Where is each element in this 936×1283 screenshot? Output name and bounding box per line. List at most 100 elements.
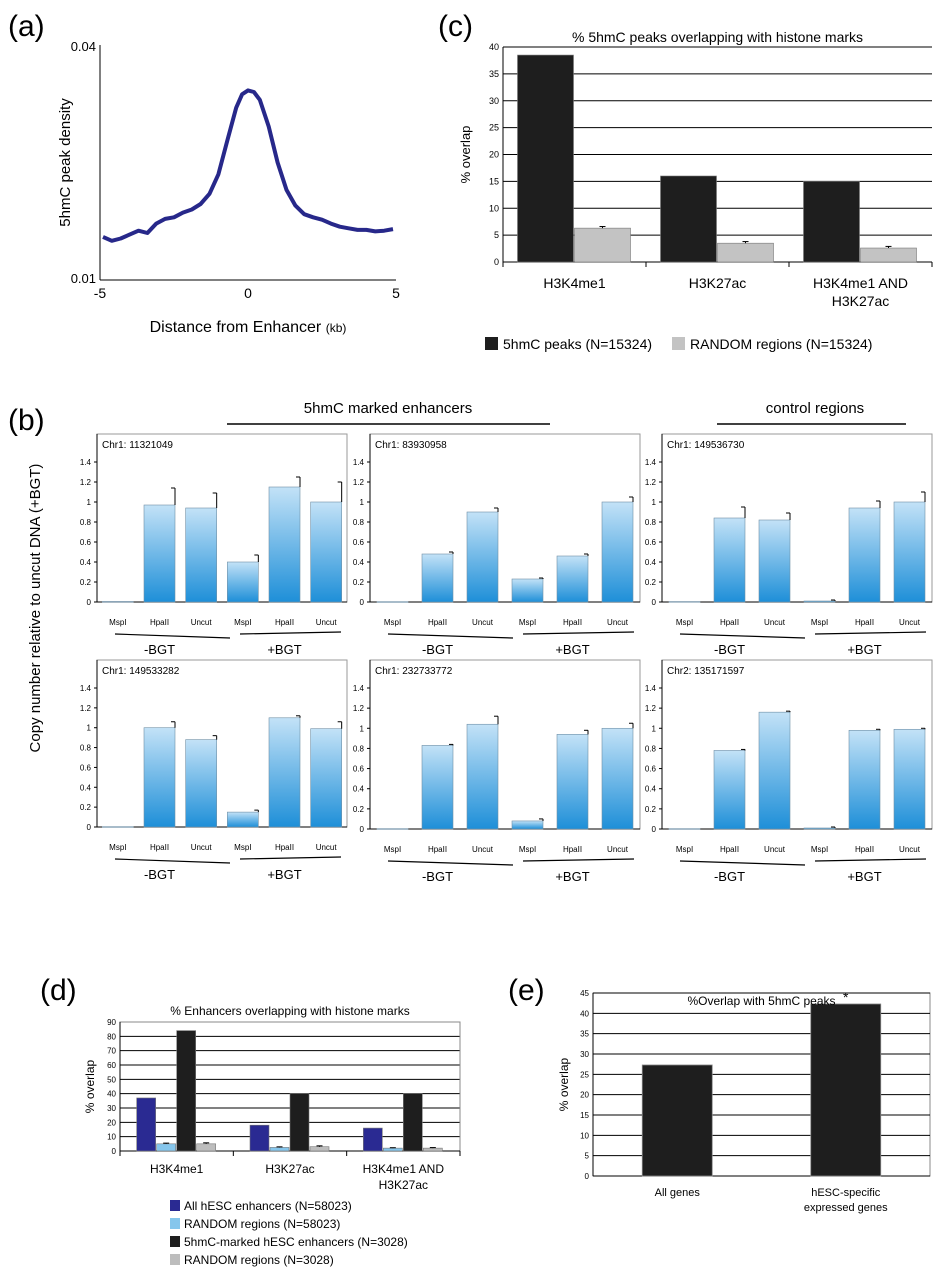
d-y-tick-label: 30 bbox=[107, 1104, 116, 1113]
b-bar bbox=[511, 820, 544, 830]
d-y-tick-label: 20 bbox=[107, 1118, 116, 1127]
panel-e-bar-chart: 0 5 10 15 20 25 30 35 40 45 All genes hESC-specific… bbox=[557, 989, 931, 1214]
e-bar bbox=[810, 1003, 882, 1177]
b-condition-underline bbox=[522, 631, 635, 635]
b-y-tick-label: 1 bbox=[87, 498, 92, 507]
c-y-tick-label: 25 bbox=[489, 123, 499, 133]
panel-b-qpcr-charts: 5hmC marked enhancers control regions Copy… bbox=[27, 400, 933, 884]
b-chart-title: Chr1: 11321049 bbox=[102, 440, 173, 451]
b-bar bbox=[376, 601, 409, 603]
c-legend-swatch bbox=[485, 337, 498, 350]
b-category-label: Uncut bbox=[764, 845, 786, 854]
d-category-label: H3K27ac bbox=[379, 1178, 428, 1192]
b-y-tick-label: 1 bbox=[652, 724, 657, 733]
e-y-tick-label: 10 bbox=[580, 1131, 589, 1140]
c-bar bbox=[660, 175, 717, 263]
b-y-tick-label: 1.4 bbox=[80, 458, 92, 467]
panel-e-letter: (e) bbox=[508, 974, 545, 1007]
b-condition-label: +BGT bbox=[847, 642, 881, 657]
b-y-tick-label: 0.8 bbox=[645, 518, 657, 527]
d-legend-label: RANDOM regions (N=3028) bbox=[184, 1253, 334, 1267]
e-y-tick-label: 5 bbox=[585, 1152, 590, 1161]
c-category-label: H3K4me1 AND bbox=[813, 275, 908, 291]
b-y-tick-label: 1.2 bbox=[80, 704, 92, 713]
b-y-tick-label: 0.4 bbox=[645, 558, 657, 567]
c-bar bbox=[517, 54, 574, 263]
b-y-tick-label: 1 bbox=[360, 498, 365, 507]
c-y-tick-label: 20 bbox=[489, 150, 499, 160]
b-bar bbox=[758, 519, 791, 603]
b-y-tick-label: 0.4 bbox=[353, 785, 365, 794]
b-y-tick-label: 0.2 bbox=[353, 578, 365, 587]
e-y-tick-label: 30 bbox=[580, 1050, 589, 1059]
b-bar bbox=[758, 711, 791, 830]
b-condition-label: +BGT bbox=[555, 869, 589, 884]
panel-b-letter: (b) bbox=[8, 404, 45, 437]
b-y-tick-label: 1 bbox=[360, 724, 365, 733]
d-bar bbox=[136, 1097, 156, 1152]
d-y-tick-label: 0 bbox=[112, 1147, 117, 1156]
b-y-tick-label: 1 bbox=[87, 724, 92, 733]
a-y-axis-label: 5hmC peak density bbox=[57, 98, 74, 227]
b-y-tick-label: 0.6 bbox=[353, 538, 365, 547]
d-legend-label: All hESC enhancers (N=58023) bbox=[184, 1199, 352, 1213]
b-bar bbox=[376, 828, 409, 830]
b-bar bbox=[185, 507, 217, 603]
c-category-label: H3K27ac bbox=[689, 275, 747, 291]
b-y-tick-label: 1.2 bbox=[353, 478, 365, 487]
b-chart-frame bbox=[369, 433, 641, 603]
d-legend-label: RANDOM regions (N=58023) bbox=[184, 1217, 340, 1231]
b-category-label: Uncut bbox=[316, 618, 338, 627]
b-chart-title: Chr1: 232733772 bbox=[375, 666, 453, 677]
b-y-tick-label: 0.2 bbox=[80, 578, 92, 587]
c-y-tick-label: 40 bbox=[489, 42, 499, 52]
b-y-axis-label: Copy number relative to uncut DNA (+BGT) bbox=[27, 464, 44, 753]
b-y-tick-label: 0.4 bbox=[353, 558, 365, 567]
a-x-axis-label: Distance from Enhancer (kb) bbox=[150, 319, 347, 336]
c-legend-swatch bbox=[672, 337, 685, 350]
b-condition-underline bbox=[522, 858, 635, 862]
b-category-label: HpaII bbox=[720, 845, 739, 854]
d-y-tick-label: 90 bbox=[107, 1018, 116, 1027]
b-category-label: MspI bbox=[109, 843, 126, 852]
b-condition-label: +BGT bbox=[267, 642, 301, 657]
d-bar bbox=[363, 1127, 383, 1152]
b-category-label: HpaII bbox=[150, 618, 169, 627]
c-bar bbox=[717, 242, 774, 263]
b-category-label: HpaII bbox=[720, 618, 739, 627]
b-category-label: Uncut bbox=[899, 845, 921, 854]
b-category-label: MspI bbox=[811, 618, 828, 627]
b-y-tick-label: 1.4 bbox=[645, 458, 657, 467]
b-condition-label: +BGT bbox=[267, 867, 301, 882]
b-y-tick-label: 0 bbox=[652, 598, 657, 607]
d-y-axis-label: % overlap bbox=[83, 1060, 97, 1114]
b-category-label: MspI bbox=[384, 845, 401, 854]
b-condition-label: -BGT bbox=[144, 642, 175, 657]
d-category-label: H3K4me1 AND bbox=[363, 1162, 445, 1176]
b-condition-label: -BGT bbox=[422, 642, 453, 657]
b-bar bbox=[268, 717, 301, 828]
a-x-tick-label: 0 bbox=[244, 285, 252, 301]
a-y-tick-label: 0.04 bbox=[71, 39, 96, 54]
e-y-tick-label: 15 bbox=[580, 1111, 589, 1120]
b-category-label: HpaII bbox=[563, 845, 582, 854]
b-y-tick-label: 1.2 bbox=[353, 704, 365, 713]
b-y-tick-label: 1.4 bbox=[645, 684, 657, 693]
b-condition-underline bbox=[814, 858, 927, 862]
b-condition-label: -BGT bbox=[714, 869, 745, 884]
c-category-label: H3K27ac bbox=[832, 293, 890, 309]
d-legend-swatch bbox=[170, 1200, 180, 1211]
b-bar bbox=[102, 826, 134, 828]
b-chart-frame bbox=[96, 433, 348, 603]
b-y-tick-label: 0 bbox=[87, 823, 92, 832]
d-bar bbox=[309, 1146, 330, 1152]
e-significance-mark: * bbox=[843, 989, 849, 1005]
b-category-label: HpaII bbox=[428, 618, 447, 627]
d-category-label: H3K27ac bbox=[265, 1162, 314, 1176]
b-y-tick-label: 0.8 bbox=[353, 744, 365, 753]
b-y-tick-label: 0.8 bbox=[80, 744, 92, 753]
b-y-tick-label: 0.4 bbox=[645, 785, 657, 794]
b-bar bbox=[848, 729, 881, 830]
e-y-tick-label: 35 bbox=[580, 1030, 589, 1039]
b-category-label: MspI bbox=[519, 618, 536, 627]
